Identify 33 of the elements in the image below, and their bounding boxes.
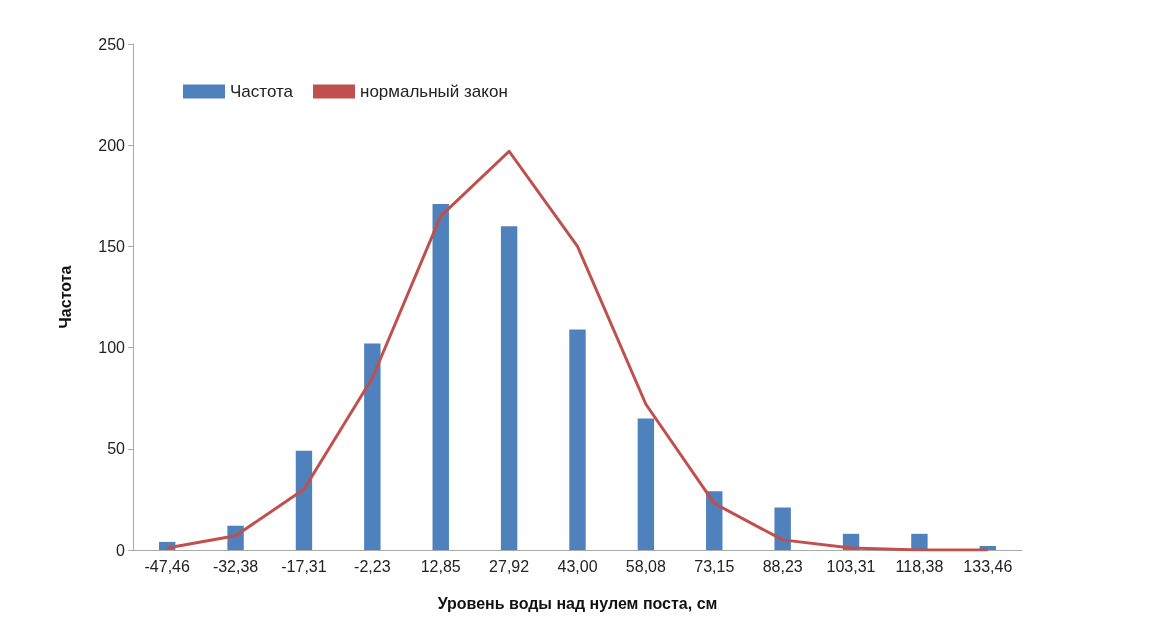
y-tick-label: 0: [116, 541, 126, 559]
y-tick-label: 50: [107, 440, 126, 458]
bar: [364, 343, 381, 550]
legend-label: нормальный закон: [360, 82, 508, 101]
x-tick-label: 88,23: [762, 557, 803, 575]
x-tick-label: 103,31: [826, 557, 876, 575]
bar: [500, 226, 518, 550]
bar: [432, 203, 449, 550]
bar: [911, 533, 928, 550]
bar: [295, 450, 313, 550]
x-tick-label: 12,85: [420, 557, 461, 575]
x-tick-label: -47,46: [144, 557, 190, 575]
x-tick-label: 27,92: [489, 557, 530, 575]
bar: [774, 507, 791, 550]
line-series: [165, 149, 990, 552]
legend-label: Частота: [230, 82, 294, 101]
bar: [637, 418, 655, 550]
y-tick-label: 100: [98, 339, 126, 357]
bar: [569, 329, 586, 550]
x-tick-label: -32,38: [212, 557, 259, 575]
y-tick-label: 150: [98, 237, 126, 255]
y-tick-label: 200: [98, 136, 126, 154]
bar: [706, 491, 723, 550]
x-tick-label: 43,00: [557, 557, 598, 575]
x-tick-label: -2,23: [354, 557, 391, 575]
y-tick-label: 250: [98, 35, 126, 53]
x-tick-label: 118,38: [895, 557, 944, 575]
x-tick-label: -17,31: [281, 557, 327, 575]
x-tick-label: 58,08: [625, 557, 666, 575]
x-tick-label: 73,15: [694, 557, 735, 575]
x-tick-label: 133,46: [963, 557, 1013, 575]
x-axis-title: Уровень воды над нулем поста, см: [437, 594, 718, 612]
y-axis-title: Частота: [56, 265, 74, 329]
